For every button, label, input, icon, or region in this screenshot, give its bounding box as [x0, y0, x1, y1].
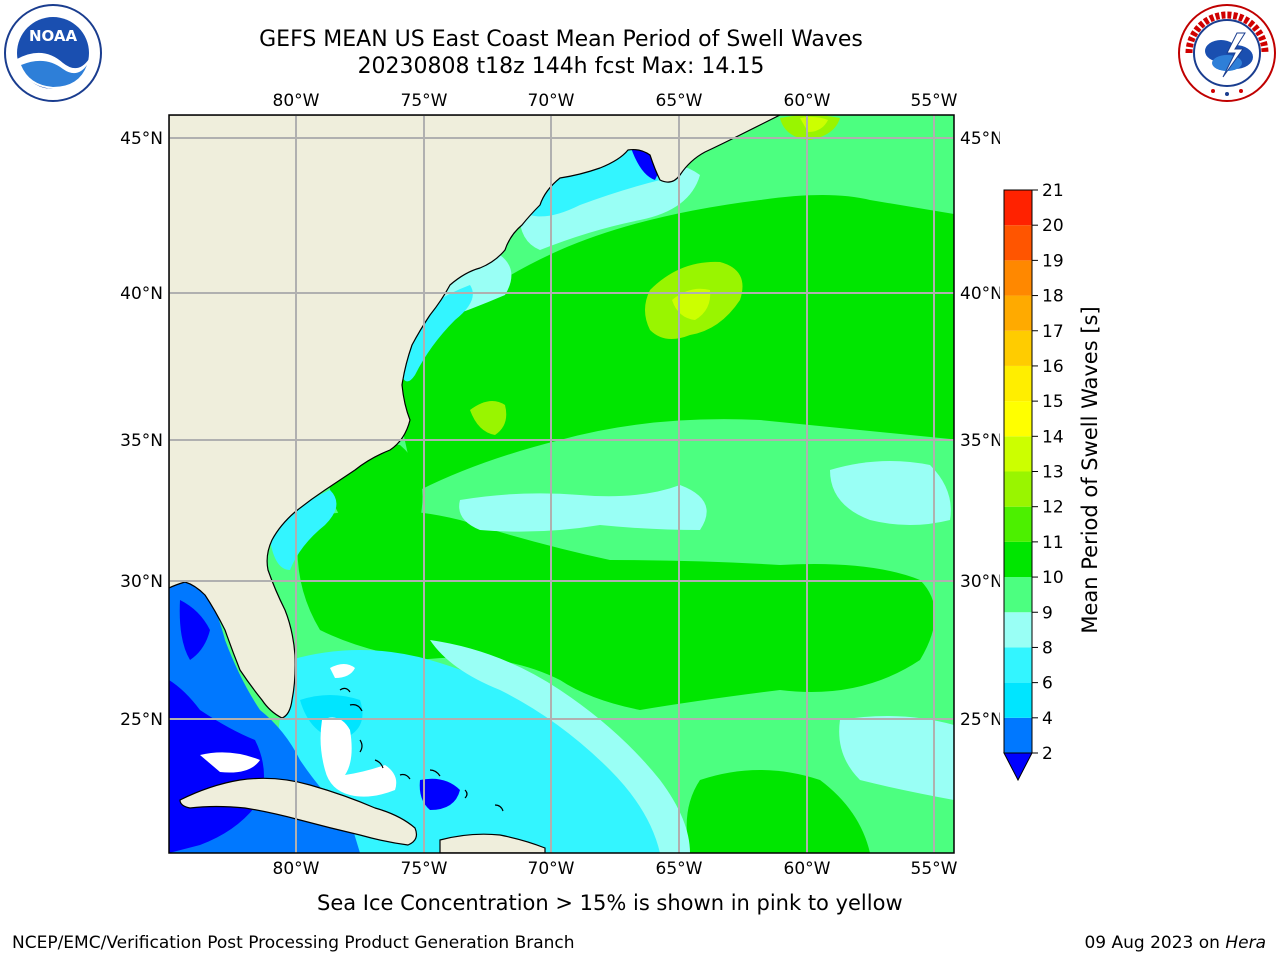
nws-logo: [1177, 3, 1277, 103]
x-tick-bottom-65w: 65°W: [656, 859, 703, 879]
colorbar-tick-label: 14: [1042, 427, 1064, 447]
swell-zone-12s-west: [470, 401, 507, 435]
x-tick-bottom-80w: 80°W: [273, 859, 320, 879]
x-tick-top-75w: 75°W: [401, 91, 448, 111]
colorbar-band: [1004, 260, 1032, 296]
chart-title: GEFS MEAN US East Coast Mean Period of S…: [259, 27, 863, 52]
y-tick-left-35n: 35°N: [120, 431, 163, 451]
colorbar-tick-label: 11: [1042, 533, 1064, 553]
colorbar-band: [1004, 190, 1032, 226]
colorbar-tick-label: 19: [1042, 251, 1064, 271]
no-data-bahama-banks: [320, 717, 397, 797]
colorbar-tick-label: 18: [1042, 287, 1064, 307]
colorbar-tick-label: 15: [1042, 392, 1064, 412]
y-tick-left-45n: 45°N: [120, 129, 163, 149]
colorbar-tick-label: 9: [1042, 603, 1053, 623]
colorbar-band: [1004, 225, 1032, 261]
colorbar-band: [1004, 541, 1032, 578]
land-bahamas: [339, 687, 504, 812]
colorbar-band: [1004, 717, 1032, 753]
colorbar-band: [1004, 401, 1032, 437]
colorbar-tick-label: 6: [1042, 674, 1053, 694]
date-stamp: 09 Aug 2023 on Hera: [1084, 933, 1266, 953]
x-tick-bottom-60w: 60°W: [784, 859, 831, 879]
y-tick-left-40n: 40°N: [120, 284, 163, 304]
swell-zone-7s-midatlantic-shelf: [400, 285, 473, 382]
land-north-america: [169, 115, 781, 719]
colorbar-tick-label: 12: [1042, 498, 1064, 518]
colorbar-tick-label: 21: [1042, 181, 1064, 201]
swell-zone-9s-southeast: [839, 716, 954, 800]
colorbar-band: [1004, 471, 1032, 507]
land-cuba: [179, 777, 418, 846]
colorbar-band: [1004, 682, 1032, 718]
date-text: 09 Aug 2023 on: [1084, 933, 1220, 953]
no-data-grand-bahama: [330, 664, 355, 678]
y-tick-right-40n: 40°N: [960, 284, 1000, 304]
colorbar-tick-label: 16: [1042, 357, 1064, 377]
swell-zone-11s-mid: [297, 510, 935, 710]
no-data-cuba-north: [200, 752, 260, 773]
credit-text: NCEP/EMC/Verification Post Processing Pr…: [12, 933, 575, 953]
y-tick-right-30n: 30°N: [960, 572, 1000, 592]
colorbar-band: [1004, 506, 1032, 542]
y-tick-left-25n: 25°N: [120, 710, 163, 730]
swell-zone-9s-central: [459, 485, 707, 532]
swell-zone-8s-bahamas-outer: [430, 640, 690, 853]
map-plot: 80°W 75°W 70°W 65°W 60°W 55°W 80°W 75°W …: [120, 91, 1003, 879]
colorbar-band: [1004, 295, 1032, 331]
colorbar-band: [1004, 330, 1032, 366]
colorbar-tick-label: 4: [1042, 709, 1053, 729]
colorbar-label: Mean Period of Swell Waves [s]: [1078, 306, 1102, 633]
plot-frame: [168, 114, 955, 854]
machine-name: Hera: [1225, 933, 1266, 953]
chart-subtitle: 20230808 t18z 144h fcst Max: 14.15: [357, 54, 765, 79]
x-tick-top-60w: 60°W: [784, 91, 831, 111]
swell-zone-2s-antilles: [419, 778, 460, 810]
y-tick-right-35n: 35°N: [960, 431, 1000, 451]
colorbar-band: [1004, 647, 1032, 683]
colorbar-tick-label: 8: [1042, 638, 1053, 658]
x-tick-top-70w: 70°W: [528, 91, 575, 111]
x-tick-top-80w: 80°W: [273, 91, 320, 111]
x-tick-top-65w: 65°W: [656, 91, 703, 111]
colorbar: 2 4 6 8 9 10 11 12 13 14 15 16 17 18 19 20 21 Mean Perio…: [990, 180, 1130, 800]
colorbar-tick-label: 17: [1042, 322, 1064, 342]
noaa-logo-text: NOAA: [29, 27, 78, 45]
swell-zone-9s-east: [830, 461, 951, 525]
colorbar-tick-label: 2: [1042, 744, 1053, 764]
colorbar-band: [1004, 577, 1032, 613]
colorbar-tick-label: 20: [1042, 216, 1064, 236]
swell-zone-7s-southeast-shelf: [270, 490, 337, 570]
x-tick-bottom-75w: 75°W: [401, 859, 448, 879]
y-tick-left-30n: 30°N: [120, 572, 163, 592]
swell-zone-2s-florida-bay: [179, 600, 210, 660]
gridlines: [169, 115, 954, 853]
sea-ice-note: Sea Ice Concentration > 15% is shown in …: [317, 891, 903, 915]
colorbar-extend-below: [1003, 752, 1033, 782]
colorbar-tick-label: 13: [1042, 463, 1064, 483]
y-tick-right-45n: 45°N: [960, 129, 1000, 149]
colorbar-band: [1004, 436, 1032, 472]
swell-zone-11s-north: [399, 195, 954, 490]
noaa-logo: NOAA: [3, 3, 103, 103]
swell-zone-13s-center: [672, 288, 711, 320]
x-tick-bottom-70w: 70°W: [528, 859, 575, 879]
colorbar-band: [1004, 365, 1032, 402]
land-hispaniola: [439, 833, 546, 853]
x-tick-top-55w: 55°W: [911, 91, 958, 111]
colorbar-tick-label: 10: [1042, 568, 1064, 588]
swell-zone-11s-south: [686, 770, 870, 853]
swell-zone-7s-bahamas: [270, 650, 660, 853]
colorbar-band: [1004, 612, 1032, 648]
x-tick-bottom-55w: 55°W: [911, 859, 958, 879]
y-tick-right-25n: 25°N: [960, 710, 1000, 730]
